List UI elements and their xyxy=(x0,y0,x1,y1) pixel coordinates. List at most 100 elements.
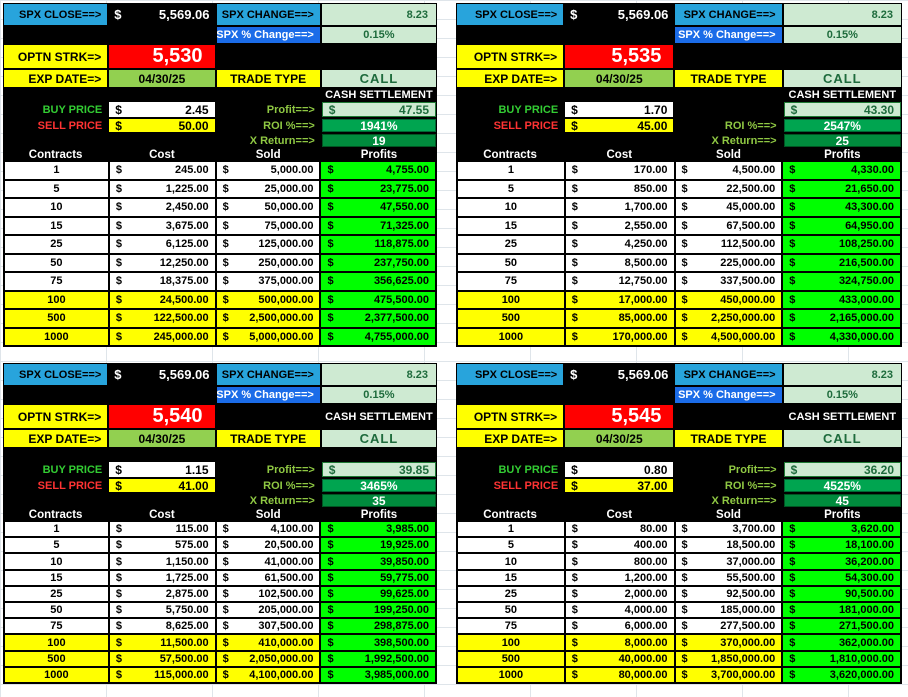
contracts-cell: 50 xyxy=(5,603,108,618)
contracts-cell: 100 xyxy=(5,635,108,650)
contracts-table-body: 1 $245.00 $5,000.00 $4,755.00 5 $1,225.0… xyxy=(3,161,437,347)
profits-cell: $90,500.00 xyxy=(783,586,900,602)
table-row: 5 $575.00 $20,500.00 $19,925.00 xyxy=(5,538,435,553)
profits-header: Profits xyxy=(824,148,861,161)
sell-price-cell[interactable]: $50.00 xyxy=(109,119,215,132)
table-header-row: Contracts Cost Sold Profits xyxy=(456,148,902,161)
cost-value: 12,750.00 xyxy=(618,275,668,288)
trade-type-label: TRADE TYPE xyxy=(216,70,320,87)
spx-close-value-cell[interactable]: $5,569.06 xyxy=(108,3,215,26)
contracts-cell: 1000 xyxy=(458,667,564,683)
cost-value: 122,500.00 xyxy=(153,312,209,325)
currency-symbol: $ xyxy=(571,620,578,633)
currency-symbol: $ xyxy=(115,102,122,117)
sold-value: 4,100.00 xyxy=(270,523,314,536)
x-return-row: X Return==> 45 xyxy=(456,493,902,508)
buy-price-cell[interactable]: $1.15 xyxy=(109,462,215,477)
x-return-value: 35 xyxy=(321,494,436,507)
spx-pct-row: SPX % Change==> 0.15% xyxy=(3,386,437,404)
spx-change-label: SPX CHANGE==> xyxy=(675,4,782,25)
exp-date-value[interactable]: 04/30/25 xyxy=(109,70,215,87)
table-row: 25 $2,000.00 $92,500.00 $90,500.00 xyxy=(458,586,900,602)
cost-value: 115.00 xyxy=(175,523,209,536)
x-return-row: X Return==> 25 xyxy=(456,133,902,148)
sold-value: 20,500.00 xyxy=(264,539,314,552)
spx-close-value-cell[interactable]: $5,569.06 xyxy=(564,3,674,26)
cost-value: 8,625.00 xyxy=(165,620,209,633)
sold-cell: $25,000.00 xyxy=(216,180,320,197)
trade-type-value[interactable]: CALL xyxy=(783,430,901,447)
cost-cell: $115.00 xyxy=(109,522,215,537)
contracts-cell: 1000 xyxy=(5,667,108,683)
profits-cell: $298,875.00 xyxy=(321,619,435,634)
profits-cell: $2,377,500.00 xyxy=(321,310,435,327)
sold-cell: $50,000.00 xyxy=(216,199,320,216)
sell-price-label: SELL PRICE xyxy=(37,479,103,492)
optn-strk-value[interactable]: 5,530 xyxy=(109,45,215,68)
currency-symbol: $ xyxy=(222,201,229,214)
profits-value: 398,500.00 xyxy=(373,636,429,649)
sell-price-cell[interactable]: $41.00 xyxy=(109,479,215,492)
table-row: 500 $57,500.00 $2,050,000.00 $1,992,500.… xyxy=(5,651,435,666)
buy-price-value: 1.15 xyxy=(185,462,209,477)
sell-price-cell[interactable]: $45.00 xyxy=(565,119,674,132)
profits-value: 4,755.00 xyxy=(386,164,429,177)
sell-price-cell[interactable]: $37.00 xyxy=(565,479,674,492)
buy-price-cell[interactable]: $1.70 xyxy=(565,102,674,117)
spacer xyxy=(674,404,782,429)
spacer xyxy=(456,26,564,44)
sold-cell: $307,500.00 xyxy=(216,619,320,634)
cost-cell: $6,000.00 xyxy=(565,619,674,634)
currency-symbol: $ xyxy=(327,330,334,343)
exp-date-row: EXP DATE=> 04/30/25 TRADE TYPE CALL xyxy=(456,69,902,88)
table-row: 75 $18,375.00 $375,000.00 $356,625.00 xyxy=(5,273,435,290)
currency-symbol: $ xyxy=(789,636,796,649)
trade-type-value[interactable]: CALL xyxy=(783,70,901,87)
sold-header: Sold xyxy=(255,508,281,521)
currency-symbol: $ xyxy=(571,523,578,536)
spacer xyxy=(3,386,108,404)
buy-price-cell[interactable]: $2.45 xyxy=(109,102,215,117)
contracts-header: Contracts xyxy=(483,508,537,521)
exp-date-value[interactable]: 04/30/25 xyxy=(565,430,674,447)
spx-change-label: SPX CHANGE==> xyxy=(216,364,320,385)
spacer xyxy=(3,88,108,101)
optn-strk-value[interactable]: 5,540 xyxy=(109,405,215,428)
currency-symbol: $ xyxy=(789,668,796,681)
optn-strk-value[interactable]: 5,535 xyxy=(565,45,674,68)
exp-date-value[interactable]: 04/30/25 xyxy=(565,70,674,87)
spx-change-value: 8.23 xyxy=(783,4,901,25)
spx-close-value-cell[interactable]: $5,569.06 xyxy=(564,363,674,386)
spx-pct-row: SPX % Change==> 0.15% xyxy=(3,26,437,44)
spx-change-value: 8.23 xyxy=(321,364,436,385)
cost-value: 170,000.00 xyxy=(612,330,668,343)
currency-symbol: $ xyxy=(222,238,229,251)
cost-value: 85,000.00 xyxy=(618,312,668,325)
sold-value: 2,050,000.00 xyxy=(249,652,314,665)
exp-date-value[interactable]: 04/30/25 xyxy=(109,430,215,447)
buy-price-cell[interactable]: $0.80 xyxy=(565,462,674,477)
currency-symbol: $ xyxy=(681,256,688,269)
sold-value: 5,000,000.00 xyxy=(249,330,314,343)
spx-close-value-cell[interactable]: $5,569.06 xyxy=(108,363,215,386)
contracts-cell: 1 xyxy=(5,162,108,179)
trade-type-value[interactable]: CALL xyxy=(321,70,436,87)
contracts-cell: 500 xyxy=(458,310,564,327)
contracts-cell: 1 xyxy=(458,522,564,537)
trade-type-value[interactable]: CALL xyxy=(321,430,436,447)
cost-value: 24,500.00 xyxy=(159,293,209,306)
currency-symbol: $ xyxy=(789,539,796,552)
currency-symbol: $ xyxy=(327,539,334,552)
profits-value: 3,985,000.00 xyxy=(364,668,429,681)
cost-cell: $80,000.00 xyxy=(565,667,674,683)
table-header-row: Contracts Cost Sold Profits xyxy=(456,508,902,521)
currency-symbol: $ xyxy=(222,256,229,269)
cash-settlement-beside: CASH SETTLEMENT xyxy=(788,410,897,423)
spx-close-value: 5,569.06 xyxy=(158,367,210,382)
optn-strk-value[interactable]: 5,545 xyxy=(565,405,674,428)
sell-price-label: SELL PRICE xyxy=(37,119,103,132)
roi-label: ROI %==> xyxy=(724,119,777,132)
cost-value: 245.00 xyxy=(174,164,209,177)
contracts-cell: 75 xyxy=(5,273,108,290)
cash-settlement-row xyxy=(3,448,437,461)
